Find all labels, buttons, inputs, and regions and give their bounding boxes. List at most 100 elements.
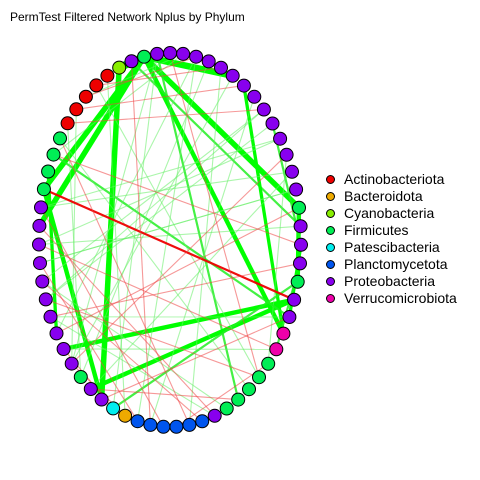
network-node-36 [106, 401, 121, 416]
network-edge-32 [50, 316, 215, 417]
legend-label: Actinobacteriota [344, 171, 445, 187]
network-node-17 [293, 256, 307, 271]
network-node-48 [32, 218, 47, 233]
network-node-43 [43, 309, 58, 324]
network-node-24 [252, 370, 266, 385]
legend-item: Bacteroidota [326, 188, 457, 205]
network-node-21 [276, 326, 291, 341]
network-node-29 [195, 414, 210, 429]
legend-item: Planctomycetota [326, 256, 457, 273]
network-edge-18 [267, 154, 288, 364]
edge-layer [37, 52, 303, 428]
network-edge-51 [43, 188, 295, 301]
network-node-6 [236, 78, 251, 93]
network-node-18 [290, 274, 305, 289]
network-node-23 [261, 356, 276, 371]
network-edge-14 [63, 297, 295, 352]
network-node-54 [60, 116, 75, 131]
network-node-35 [118, 408, 133, 423]
network-edge-36 [188, 67, 222, 425]
network-edge-7 [142, 55, 286, 335]
network-node-28 [207, 408, 222, 423]
network-node-55 [69, 102, 84, 117]
legend-item: Firmicutes [326, 222, 457, 239]
network-node-0 [163, 46, 178, 60]
network-edge-6 [46, 171, 59, 334]
network-node-37 [94, 392, 109, 407]
network-node-62 [150, 46, 165, 61]
legend-swatch [326, 277, 335, 286]
network-node-4 [214, 60, 228, 75]
network-node-25 [242, 382, 256, 397]
network-node-19 [287, 292, 302, 307]
legend-item: Cyanobacteria [326, 205, 457, 222]
network-node-57 [89, 78, 104, 93]
legend-swatch [326, 209, 335, 218]
network-node-61 [137, 49, 152, 64]
network-node-2 [189, 49, 204, 64]
network-node-34 [130, 414, 145, 429]
network-edge-54 [56, 207, 300, 334]
network-edge-8 [142, 54, 301, 210]
legend-label: Verrucomicrobiota [344, 290, 457, 306]
network-node-46 [33, 256, 47, 271]
network-edge-45 [39, 188, 297, 264]
network-edge-68 [39, 262, 139, 422]
network-edge-28 [38, 138, 281, 246]
node-layer [32, 46, 308, 434]
network-node-22 [269, 342, 284, 357]
network-edge-55 [50, 262, 301, 318]
plot-title: PermTest Filtered Network Nplus by Phylu… [10, 10, 245, 24]
network-node-10 [273, 131, 288, 146]
network-node-47 [32, 237, 46, 252]
network-node-31 [169, 419, 184, 434]
network-node-33 [143, 417, 158, 432]
legend-swatch [326, 260, 335, 269]
network-node-53 [53, 131, 67, 146]
network-edge-53 [85, 56, 197, 98]
network-edge-57 [38, 243, 277, 350]
network-node-12 [285, 164, 299, 179]
network-node-60 [124, 54, 139, 69]
legend-item: Patescibacteria [326, 239, 457, 256]
network-edge-33 [41, 109, 265, 282]
network-edge-61 [71, 154, 287, 364]
legend-swatch [326, 175, 335, 184]
network-edge-64 [96, 67, 222, 86]
legend-label: Bacteroidota [344, 188, 423, 204]
legend-item: Actinobacteriota [326, 171, 457, 188]
network-node-8 [256, 102, 271, 117]
network-node-16 [294, 237, 308, 252]
network-edge-30 [45, 109, 265, 300]
network-edge-2 [37, 55, 147, 228]
network-node-27 [219, 401, 234, 416]
network-edge-46 [38, 225, 301, 246]
network-node-9 [265, 116, 280, 131]
network-node-1 [176, 46, 191, 61]
network-node-15 [293, 219, 308, 234]
legend-label: Cyanobacteria [344, 205, 435, 221]
network-edge-29 [45, 123, 273, 300]
network-node-13 [289, 182, 304, 197]
network-node-49 [34, 200, 48, 215]
network-node-41 [56, 342, 71, 356]
network-edge-26 [40, 171, 293, 208]
network-node-38 [83, 382, 98, 396]
network-node-51 [41, 164, 56, 179]
network-edge-10 [156, 53, 240, 400]
legend-swatch [326, 243, 335, 252]
legend-swatch [326, 294, 335, 303]
legend-swatch [326, 226, 335, 235]
network-edge-43 [106, 75, 126, 416]
network-node-40 [64, 356, 79, 371]
network-node-59 [112, 60, 127, 75]
network-edge-22 [137, 56, 197, 422]
network-edge-66 [59, 138, 190, 426]
network-node-56 [78, 89, 93, 104]
legend-item: Verrucomicrobiota [326, 290, 457, 307]
network-node-39 [73, 370, 88, 384]
network-edge-50 [71, 75, 234, 364]
network-node-7 [247, 89, 262, 104]
network-edge-60 [90, 388, 239, 401]
network-edge-24 [95, 85, 260, 378]
